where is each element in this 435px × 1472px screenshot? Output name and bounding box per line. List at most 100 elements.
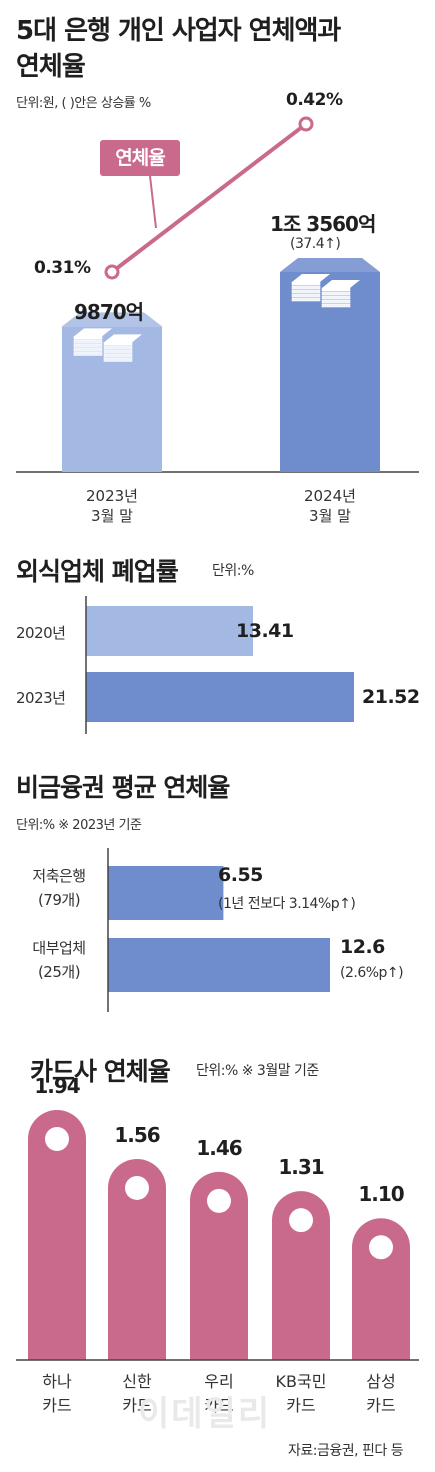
bill-top: [322, 280, 360, 288]
card-bar-2: [190, 1171, 249, 1360]
card-value-label: 1.56: [114, 1122, 160, 1147]
category-line: 카드: [366, 1396, 396, 1415]
bill-sheet: [321, 303, 351, 308]
bill-top: [104, 334, 142, 343]
card-bar-dot-3: [289, 1208, 313, 1233]
chart1-title-line2: 연체율: [16, 52, 86, 82]
rate-legend-pointer: [149, 175, 157, 229]
chart3-category-lender: 대부업체 (25개): [16, 936, 102, 984]
card-bar-0: [28, 1110, 86, 1360]
bill-sheet: [321, 291, 351, 296]
chart2-category-2020: 2020년: [16, 624, 66, 642]
bills-icon-0: [73, 328, 142, 362]
category-line: 카드: [42, 1396, 72, 1415]
chart1-unit: 단위:원, ( )안은 상승률 %: [16, 96, 151, 111]
rate-label-2024: 0.42%: [286, 90, 343, 110]
category-line: 카드: [204, 1396, 234, 1415]
category-line: 저축은행: [32, 867, 86, 885]
bill-sheet: [73, 340, 103, 344]
chart2-value-2023: 21.52: [362, 686, 420, 708]
delinquency-bar-1: [108, 938, 330, 992]
chart3-value-savings-bank: 6.55: [218, 864, 263, 886]
line-legend-label: 연체율: [115, 147, 165, 169]
source-note: 자료:금융권, 핀다 등: [288, 1443, 404, 1459]
rate-label-2023: 0.31%: [34, 258, 91, 278]
category-line: 2024년: [304, 487, 356, 505]
bill-sheet: [103, 342, 133, 346]
chart3-value-lender: 12.6: [340, 936, 385, 958]
chart2-title: 외식업체 폐업률: [16, 557, 179, 586]
category-line: (79개): [37, 891, 81, 909]
bill-sheet: [103, 350, 133, 354]
category-line: KB국민: [275, 1372, 327, 1391]
bill-sheet: [103, 358, 133, 362]
chart2-unit: 단위:%: [212, 563, 254, 579]
bill-sheet: [291, 289, 321, 294]
bill-sheet: [73, 336, 103, 340]
chart2-value-2020: 13.41: [236, 620, 294, 642]
category-line: 3월 말: [309, 507, 351, 525]
category-line: 삼성: [366, 1372, 396, 1391]
bill-sheet: [291, 293, 321, 298]
rate-point-0: [104, 264, 120, 280]
bill-sheet: [103, 354, 133, 358]
amount-note-2024: (37.4↑): [290, 236, 341, 252]
category-line: 카드: [286, 1396, 316, 1415]
bills-icon-1: [291, 274, 360, 308]
chart1-title-line1: 5대 은행 개인 사업자 연체액과: [16, 16, 341, 46]
rate-line: [110, 122, 308, 274]
chart3-note-lender: (2.6%p↑): [340, 965, 404, 981]
amount-bar-top-0: [62, 312, 162, 327]
card-bar-1: [108, 1158, 166, 1360]
category-line: 신한: [122, 1372, 152, 1391]
category-line: 카드: [122, 1396, 152, 1415]
rate-point-1: [298, 116, 314, 132]
bill-sheet: [291, 285, 321, 290]
category-line: 우리: [204, 1372, 234, 1391]
card-bar-dot-2: [207, 1188, 231, 1213]
chart4-title: 카드사 연체율: [30, 1057, 171, 1086]
chart3-unit: 단위:% ※ 2023년 기준: [16, 818, 142, 833]
delinquency-bar-0: [108, 866, 224, 920]
chart3-note-savings-bank: (1년 전보다 3.14%p↑): [218, 896, 356, 912]
bill-top: [292, 274, 330, 282]
card-value-label: 1.10: [358, 1182, 404, 1207]
chart3-title: 비금융권 평균 연체율: [16, 773, 230, 802]
card-bar-4: [352, 1218, 410, 1360]
amount-label-2023: 9870억: [74, 300, 144, 324]
category-line: 3월 말: [91, 507, 133, 525]
bill-sheet: [73, 352, 103, 356]
card-value-label: 1.94: [34, 1074, 80, 1098]
chart2-category-2023: 2023년: [16, 689, 66, 707]
card-bar-dot-0: [45, 1127, 69, 1151]
amount-bar-top-1: [280, 258, 380, 272]
chart1-category-2024: 2024년 3월 말: [280, 486, 380, 526]
closure-bar-1: [86, 672, 354, 722]
card-value-label: 1.46: [196, 1135, 242, 1160]
watermark: 이데일리: [138, 1394, 272, 1434]
amount-label-2024: 1조 3560억: [270, 212, 376, 236]
card-bar-dot-1: [125, 1175, 149, 1200]
category-line: 하나: [42, 1372, 72, 1391]
bill-sheet: [103, 346, 133, 350]
bill-sheet: [291, 281, 321, 286]
card-bar-3: [272, 1191, 330, 1360]
chart3-category-savings-bank: 저축은행 (79개): [16, 864, 102, 912]
chart1-category-2023: 2023년 3월 말: [62, 486, 162, 526]
line-legend-box: 연체율: [100, 140, 180, 176]
category-line: 2023년: [86, 487, 138, 505]
chart4-unit: 단위:% ※ 3월말 기준: [196, 1063, 319, 1079]
bill-sheet: [321, 287, 351, 292]
category-line: 대부업체: [32, 939, 86, 957]
bill-sheet: [73, 344, 103, 348]
bill-sheet: [73, 348, 103, 352]
bill-sheet: [291, 297, 321, 302]
bill-sheet: [321, 295, 351, 300]
